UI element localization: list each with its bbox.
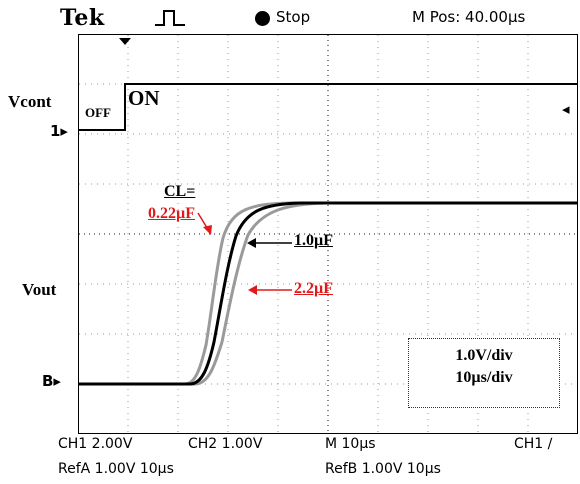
horizontal-position-readout: M Pos: 40.00µs — [412, 8, 526, 26]
on-state-label: ON — [128, 86, 160, 110]
off-state-label: OFF — [85, 105, 111, 120]
capacitance-022uf-label: 0.22µF — [148, 205, 195, 222]
volts-per-div-label: 1.0V/div — [455, 347, 513, 364]
timebase-readout: M 10µs — [325, 436, 376, 452]
ch1-ground-marker: 1▸ — [50, 122, 68, 140]
capacitance-10uf-label: 1.0µF — [294, 232, 333, 249]
vout-label: Vout — [22, 280, 57, 299]
ch2-scale-readout: CH2 1.00V — [188, 436, 263, 452]
vout-trace-22uf — [79, 201, 577, 386]
vcont-label: Vcont — [8, 92, 52, 111]
brand-logo: Tek — [60, 5, 105, 31]
annotation-arrows — [197, 212, 292, 295]
stop-indicator-icon — [255, 11, 270, 26]
vout-trace-10uf — [79, 201, 577, 386]
scale-info-box: 1.0V/div 10µs/div — [408, 338, 560, 408]
vout-trace-022uf — [79, 201, 577, 386]
graticule-grid — [79, 35, 577, 433]
refb-readout: RefB 1.00V 10µs — [325, 461, 441, 477]
ch1-scale-readout: CH1 2.00V — [58, 436, 133, 452]
capacitance-22uf-label: 2.2µF — [294, 280, 333, 297]
trigger-source-readout: CH1 ∕ — [514, 436, 553, 452]
scope-display — [78, 34, 578, 434]
graticule-center-axes — [79, 35, 577, 433]
ref-ground-marker: B▸ — [42, 372, 61, 390]
vcont-trace — [79, 83, 577, 131]
acquisition-state: Stop — [276, 8, 311, 26]
load-capacitance-heading: CL= — [164, 183, 196, 200]
refa-readout: RefA 1.00V 10µs — [58, 461, 174, 477]
pulse-trigger-icon — [155, 10, 185, 26]
time-per-div-label: 10µs/div — [455, 369, 513, 386]
trigger-position-icon — [119, 38, 131, 45]
trigger-level-marker-icon: ◂ — [562, 100, 570, 118]
